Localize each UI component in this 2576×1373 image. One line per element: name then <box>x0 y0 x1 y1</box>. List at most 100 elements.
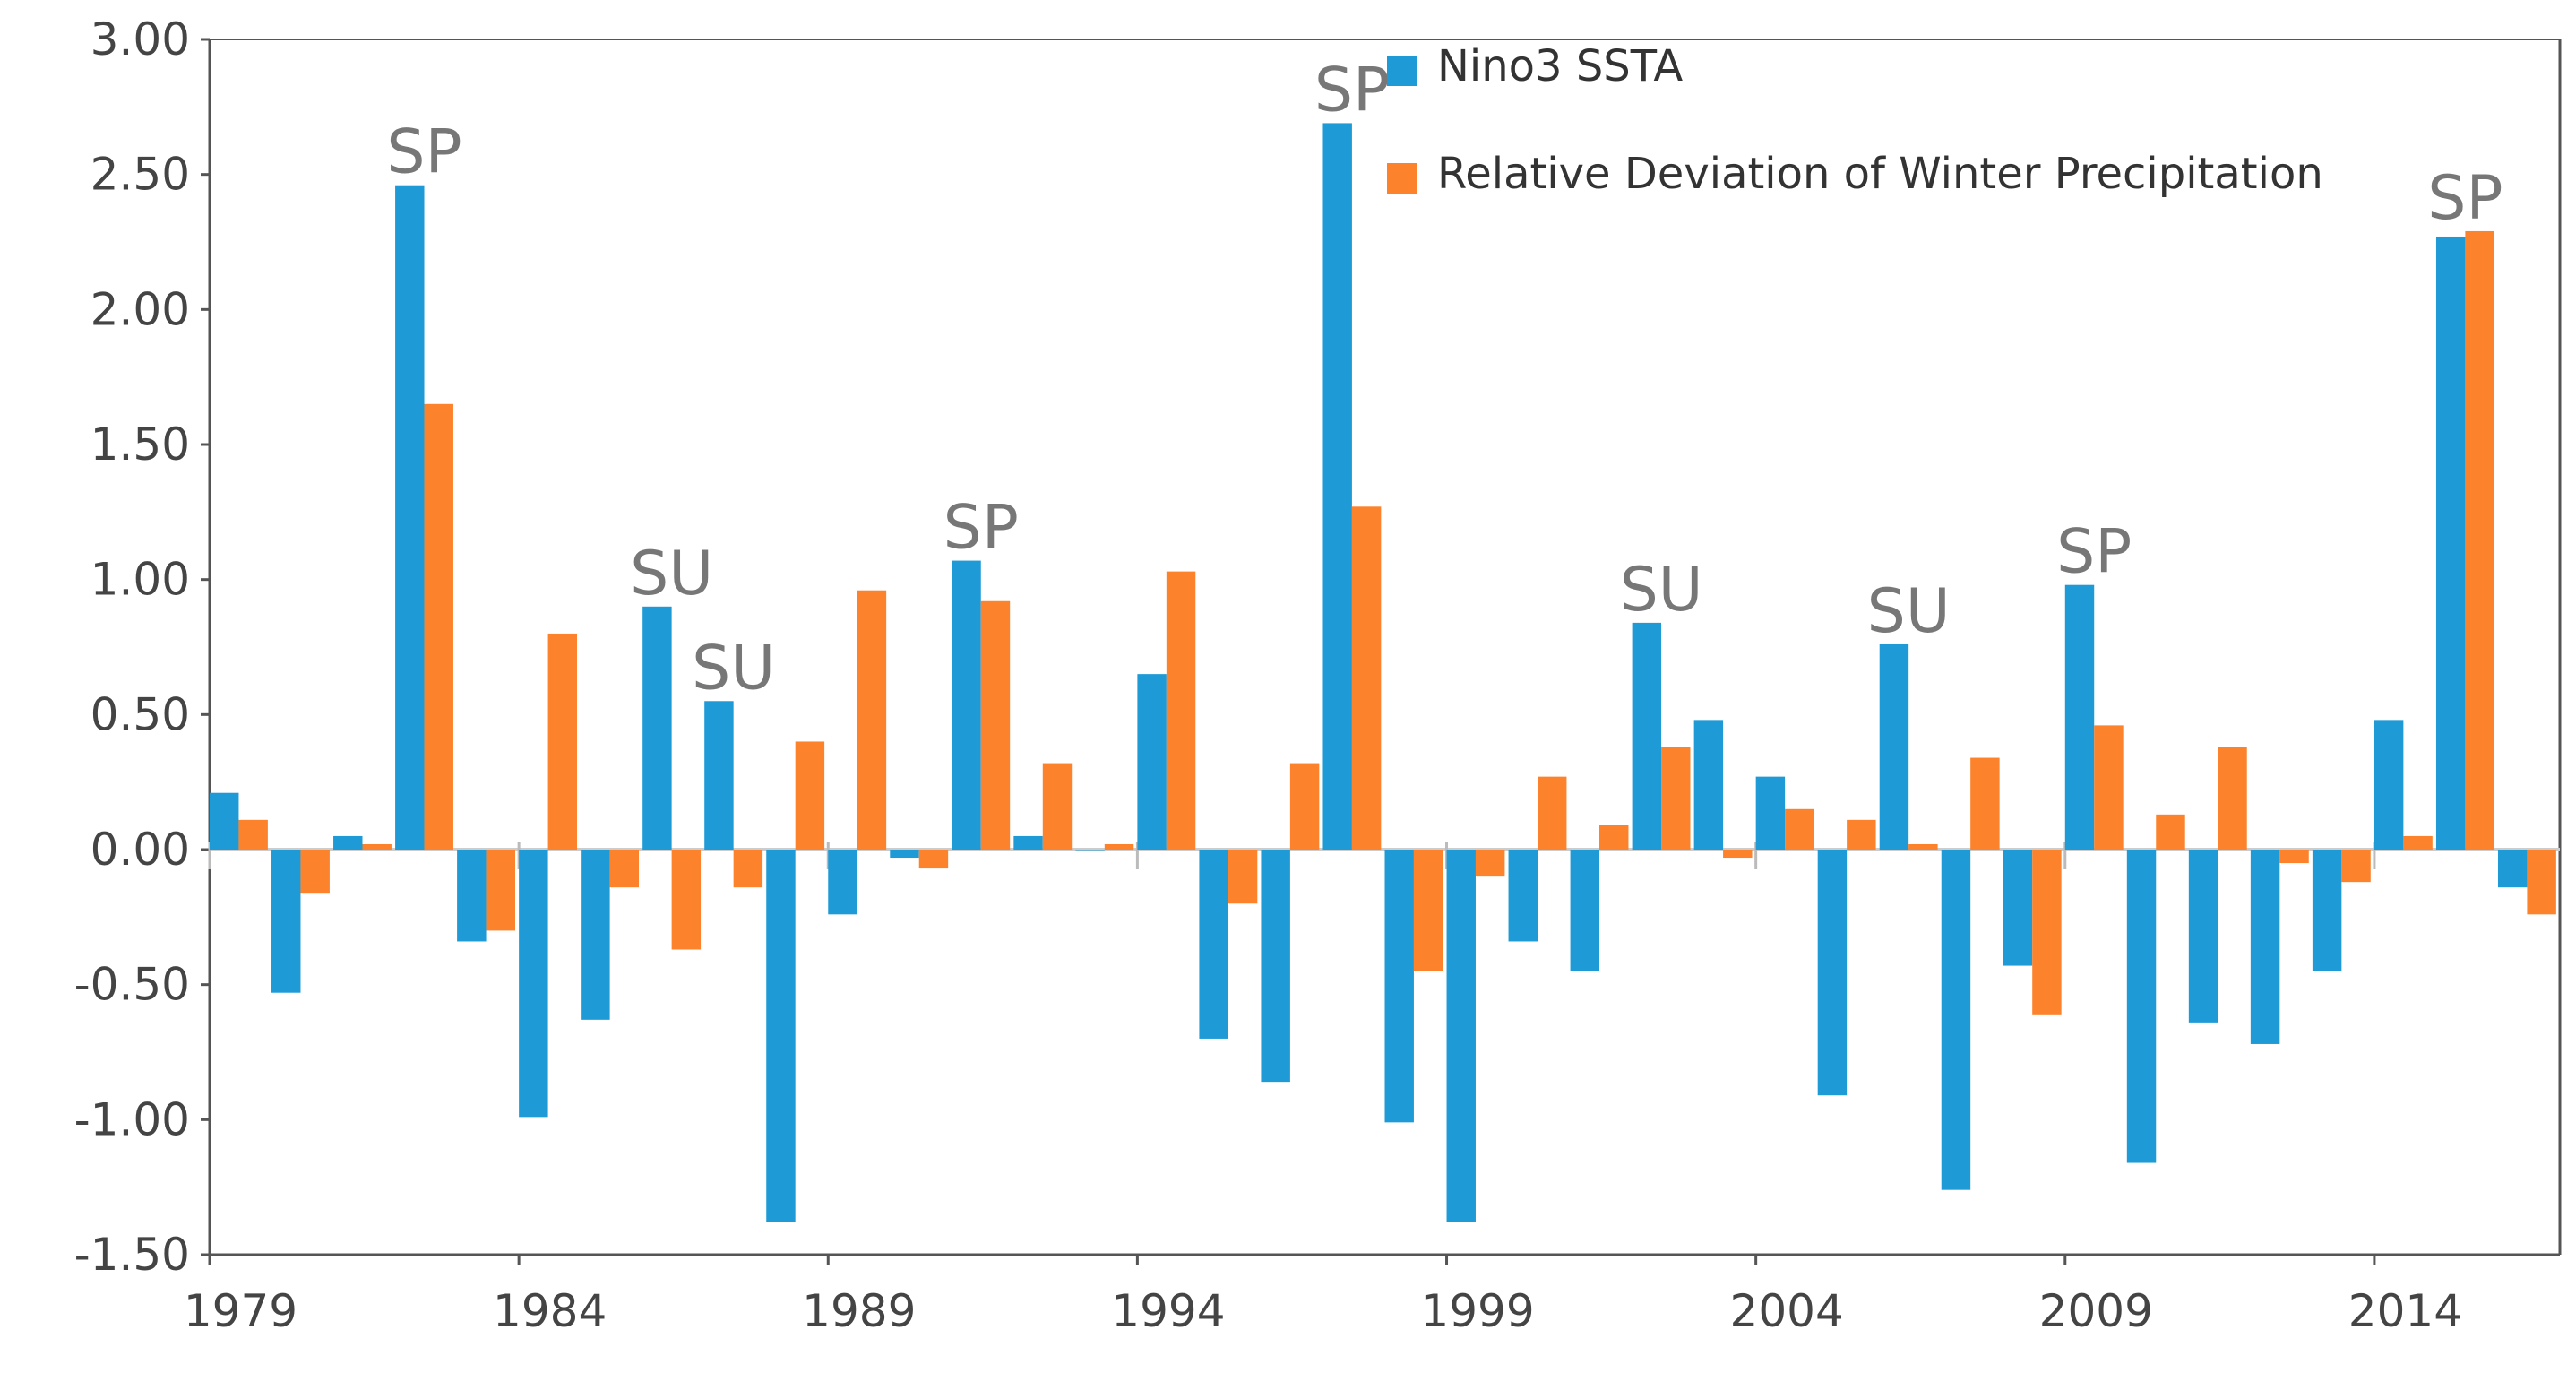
bar-precip-deviation <box>733 850 763 888</box>
bar-precip-deviation <box>362 843 392 850</box>
bar-nino3-ssta <box>210 792 239 850</box>
bar-nino3-ssta <box>2188 850 2218 1023</box>
bar-precip-deviation <box>795 741 825 850</box>
bar-nino3-ssta <box>1508 850 1538 942</box>
bar-precip-deviation <box>1847 819 1876 850</box>
bar-precip-deviation <box>609 850 640 888</box>
bar-precip-deviation <box>1042 763 1073 850</box>
bar-precip-deviation <box>1413 850 1443 971</box>
bar-precip-deviation <box>1104 843 1134 850</box>
y-tick-label: 1.00 <box>90 554 190 606</box>
event-annotation: SU <box>692 633 775 704</box>
bars-layer <box>210 123 2556 1222</box>
bar-nino3-ssta <box>890 850 919 859</box>
bar-nino3-ssta <box>1817 850 1848 1096</box>
bar-nino3-ssta <box>1755 776 1786 850</box>
x-tick-label: 1994 <box>1111 1285 1225 1337</box>
bar-precip-deviation <box>1475 850 1505 877</box>
event-annotation: SP <box>1314 55 1390 125</box>
bar-nino3-ssta <box>1879 643 1909 850</box>
legend-swatch <box>1387 56 1417 86</box>
bar-precip-deviation <box>2465 230 2494 850</box>
bar-nino3-ssta <box>581 850 610 1020</box>
bar-precip-deviation <box>1661 747 1691 850</box>
bar-precip-deviation <box>238 819 268 850</box>
bar-precip-deviation <box>486 850 515 931</box>
bar-nino3-ssta <box>395 185 425 851</box>
bar-precip-deviation <box>918 850 949 869</box>
bar-precip-deviation <box>857 590 887 850</box>
legend-label: Relative Deviation of Winter Precipitati… <box>1437 149 2323 199</box>
bar-precip-deviation <box>1351 506 1382 850</box>
x-tick-label: 2004 <box>1730 1285 1844 1337</box>
bar-nino3-ssta <box>2126 850 2157 1163</box>
bar-precip-deviation <box>424 403 453 850</box>
bar-precip-deviation <box>1908 843 1938 850</box>
bar-precip-deviation <box>1970 757 2000 850</box>
bar-nino3-ssta <box>704 701 734 850</box>
bar-precip-deviation <box>2032 850 2062 1015</box>
bar-nino3-ssta <box>1446 850 1476 1222</box>
bar-precip-deviation <box>1723 850 1753 859</box>
bar-nino3-ssta <box>2374 720 2404 850</box>
bar-nino3-ssta <box>2250 850 2280 1044</box>
bar-nino3-ssta <box>828 850 857 915</box>
y-tick-label: 3.00 <box>90 13 190 65</box>
annotations-layer: SP SU SU SP SP SU SU SP SP <box>386 55 2503 704</box>
bar-nino3-ssta <box>1137 674 1167 850</box>
x-tick-label: 1979 <box>184 1285 297 1337</box>
bar-nino3-ssta <box>1570 850 1600 971</box>
event-annotation: SP <box>386 117 461 188</box>
bar-nino3-ssta <box>1199 850 1228 1039</box>
bar-precip-deviation <box>671 850 702 950</box>
y-tick-label: 1.50 <box>90 419 190 471</box>
x-tick-label: 2009 <box>2039 1285 2153 1337</box>
bar-nino3-ssta <box>2312 850 2342 971</box>
y-tick-label: 0.00 <box>90 824 190 876</box>
bar-precip-deviation <box>2279 850 2309 864</box>
bar-nino3-ssta <box>2435 236 2466 850</box>
bar-precip-deviation <box>1537 776 1567 850</box>
bar-nino3-ssta <box>1261 850 1290 1083</box>
bar-nino3-ssta <box>333 835 363 850</box>
x-tick-label: 1984 <box>493 1285 607 1337</box>
y-tick-label: 0.50 <box>90 688 190 740</box>
x-tick-label: 1999 <box>1420 1285 1534 1337</box>
bar-nino3-ssta <box>1632 622 1662 850</box>
bar-nino3-ssta <box>766 850 796 1222</box>
bar-nino3-ssta <box>2003 850 2033 966</box>
bar-nino3-ssta <box>2497 850 2528 888</box>
event-annotation: SU <box>1867 576 1951 647</box>
bar-nino3-ssta <box>642 606 672 850</box>
event-annotation: SP <box>943 493 1019 564</box>
bar-precip-deviation <box>2527 850 2556 915</box>
bar-nino3-ssta <box>1693 720 1724 850</box>
bar-precip-deviation <box>980 600 1011 850</box>
x-tick-label: 1989 <box>802 1285 916 1337</box>
event-annotation: SU <box>1620 555 1703 626</box>
bar-precip-deviation <box>2156 814 2185 850</box>
y-tick-label: -0.50 <box>74 959 190 1011</box>
event-annotation: SU <box>630 539 713 609</box>
y-tick-label: 2.00 <box>90 283 190 335</box>
axes-layer: 3.00 2.50 2.00 1.50 1.00 0.50 0.00 -0.50 -1.00 -1… <box>74 13 2562 1337</box>
x-tick-label: 2014 <box>2348 1285 2462 1337</box>
bar-nino3-ssta <box>457 850 487 942</box>
event-annotation: SP <box>2427 163 2503 234</box>
bar-nino3-ssta <box>1013 835 1043 850</box>
bar-precip-deviation <box>1166 571 1196 850</box>
bar-nino3-ssta <box>1075 850 1105 851</box>
bar-precip-deviation <box>1599 825 1629 850</box>
bar-precip-deviation <box>2218 747 2247 850</box>
bar-precip-deviation <box>2341 850 2371 883</box>
bar-nino3-ssta <box>1322 123 1352 850</box>
bar-nino3-ssta <box>1384 850 1414 1123</box>
legend-swatch <box>1387 163 1417 194</box>
bar-nino3-ssta <box>519 850 548 1118</box>
bar-precip-deviation <box>1785 808 1814 850</box>
bar-precip-deviation <box>300 850 330 894</box>
bar-precip-deviation <box>2094 725 2124 850</box>
bar-precip-deviation <box>1228 850 1258 904</box>
